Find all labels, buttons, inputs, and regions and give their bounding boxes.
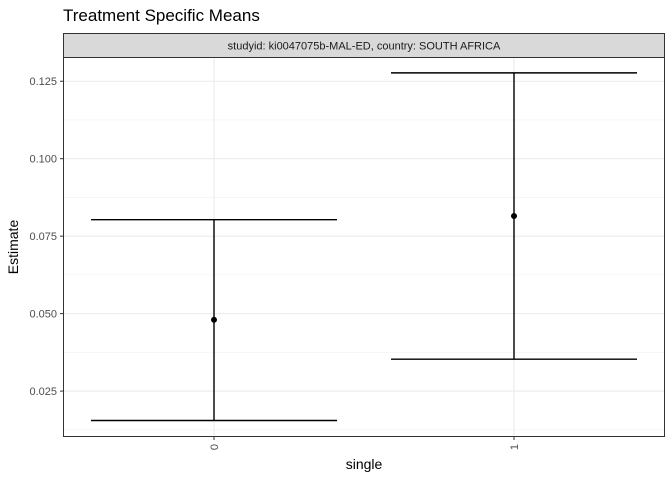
- facet-strip: studyid: ki0047075b-MAL-ED, country: SOU…: [63, 33, 665, 58]
- y-axis: 0.025 0.050 0.075 0.100 0.125: [29, 76, 64, 398]
- estimate-point: [211, 316, 217, 323]
- y-axis-title: Estimate: [5, 220, 21, 275]
- facet-strip-label: studyid: ki0047075b-MAL-ED, country: SOU…: [228, 41, 501, 53]
- errorbar-group: [91, 219, 337, 422]
- estimate-point: [511, 213, 517, 220]
- grid-lines: [64, 58, 664, 436]
- y-tick-label: 0.050: [29, 309, 57, 321]
- errorbar-group: [391, 72, 637, 360]
- y-tick-label: 0.125: [29, 76, 57, 88]
- plot-panel: [63, 57, 665, 437]
- data-marks: [91, 72, 637, 422]
- x-tick-label: 1: [509, 444, 521, 450]
- chart-title: Treatment Specific Means: [63, 6, 260, 25]
- y-tick-label: 0.075: [29, 231, 57, 243]
- facet-strip-background: [63, 33, 665, 58]
- panel-border: [63, 57, 665, 437]
- x-axis-title: single: [346, 456, 383, 472]
- x-tick-label: 0: [209, 444, 221, 450]
- panel-background: [63, 57, 665, 437]
- y-tick-label: 0.100: [29, 154, 57, 166]
- y-tick-label: 0.025: [29, 386, 57, 398]
